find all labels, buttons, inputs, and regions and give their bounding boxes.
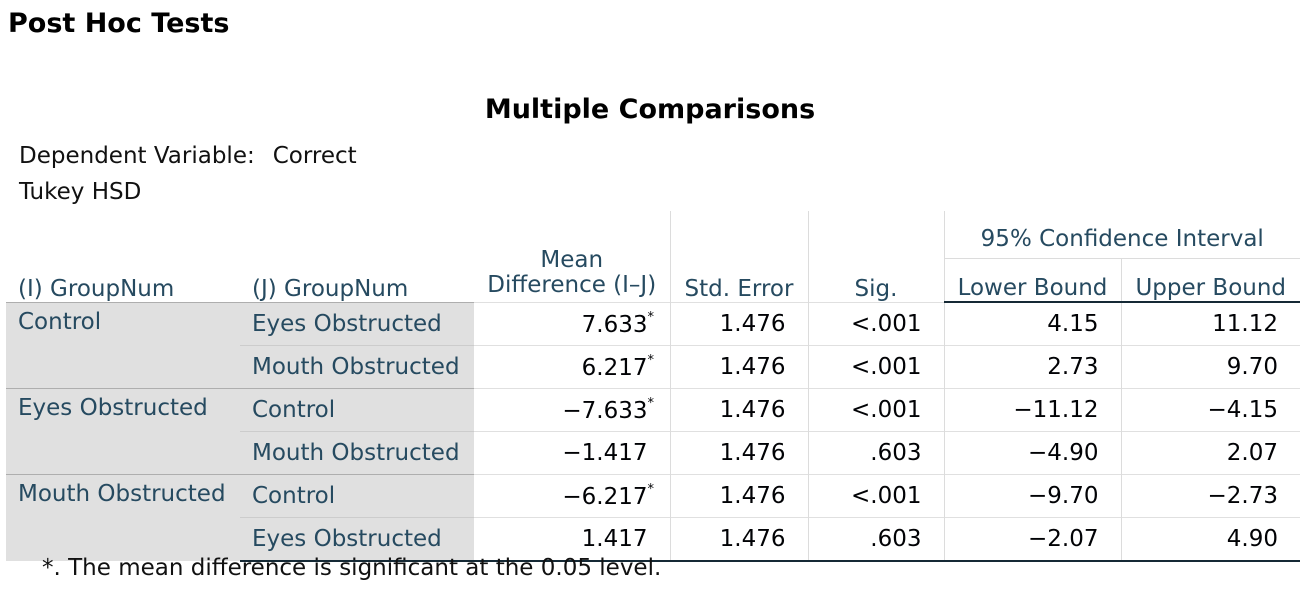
cell-lower-bound: −9.70: [943, 474, 1121, 518]
cell-sig: <.001: [807, 388, 944, 432]
row-j-group-label: Control: [240, 474, 474, 518]
cell-mean-difference: −7.633*: [474, 388, 670, 432]
cell-lower-bound: −2.07: [943, 517, 1121, 562]
row-i-group-label: Control: [6, 301, 240, 389]
cell-std-error: 1.476: [669, 474, 808, 518]
cell-std-error: 1.476: [669, 388, 808, 432]
table-row: Eyes Obstructed 1.417 1.476 .603 −2.07 4…: [6, 517, 1300, 562]
header-confidence-interval: 95% Confidence Interval: [943, 211, 1300, 259]
table-title: Multiple Comparisons: [484, 94, 816, 125]
table-row: Eyes Obstructed Control −7.633* 1.476 <.…: [6, 388, 1300, 475]
cell-std-error: 1.476: [669, 431, 808, 475]
header-lower-bound: Lower Bound: [943, 258, 1121, 303]
cell-sig: <.001: [807, 301, 944, 346]
header-sig: Sig.: [807, 211, 944, 302]
cell-mean-difference: 7.633*: [474, 301, 670, 346]
table-row: Mouth Obstructed 6.217* 1.476 <.001 2.73…: [6, 345, 1300, 389]
row-j-group-label: Mouth Obstructed: [240, 345, 474, 389]
significance-marker: *: [647, 309, 655, 325]
cell-mean-difference: −6.217*: [474, 474, 670, 518]
header-upper-bound: Upper Bound: [1120, 258, 1300, 303]
cell-lower-bound: 4.15: [943, 301, 1121, 346]
cell-sig: .603: [807, 431, 944, 475]
row-j-group-label: Eyes Obstructed: [240, 517, 474, 562]
dependent-variable-line: Dependent Variable: Correct: [19, 141, 357, 171]
header-i-group: (I) GroupNum: [18, 275, 175, 302]
table-footnote: *. The mean difference is significant at…: [42, 555, 662, 581]
header-j-group: (J) GroupNum: [252, 275, 409, 302]
row-i-group-label: Eyes Obstructed: [6, 388, 240, 475]
cell-sig: .603: [807, 517, 944, 562]
row-j-group-label: Eyes Obstructed: [240, 301, 474, 346]
multiple-comparisons-table: (I) GroupNum (J) GroupNum Mean Differenc…: [6, 211, 1300, 562]
row-i-group-label: Mouth Obstructed: [6, 474, 240, 561]
significance-marker: *: [647, 482, 655, 497]
header-mean-difference: Mean Difference (I–J): [487, 246, 657, 298]
cell-mean-difference: 1.417: [474, 517, 670, 562]
cell-std-error: 1.476: [669, 301, 808, 346]
cell-upper-bound: −4.15: [1120, 388, 1300, 432]
significance-marker: *: [647, 396, 655, 411]
cell-std-error: 1.476: [669, 517, 808, 562]
table-row: Mouth Obstructed −1.417 1.476 .603 −4.90…: [6, 431, 1300, 475]
cell-mean-difference: 6.217*: [474, 345, 670, 389]
table-row: Control Eyes Obstructed 7.633* 1.476 <.0…: [6, 301, 1300, 389]
cell-lower-bound: 2.73: [943, 345, 1121, 389]
cell-upper-bound: −2.73: [1120, 474, 1300, 518]
cell-lower-bound: −4.90: [943, 431, 1121, 475]
header-std-error: Std. Error: [669, 211, 808, 302]
cell-lower-bound: −11.12: [943, 388, 1121, 432]
section-title: Post Hoc Tests: [8, 8, 230, 39]
cell-sig: <.001: [807, 345, 944, 389]
cell-upper-bound: 2.07: [1120, 431, 1300, 475]
cell-upper-bound: 9.70: [1120, 345, 1300, 389]
row-j-group-label: Control: [240, 388, 474, 432]
dependent-variable-label: Dependent Variable:: [19, 143, 255, 169]
row-j-group-label: Mouth Obstructed: [240, 431, 474, 475]
cell-mean-difference: −1.417: [474, 431, 670, 475]
cell-sig: <.001: [807, 474, 944, 518]
dependent-variable-value: Correct: [272, 143, 357, 169]
cell-upper-bound: 11.12: [1120, 301, 1300, 346]
method-label: Tukey HSD: [19, 179, 142, 205]
significance-marker: *: [647, 353, 655, 368]
cell-std-error: 1.476: [669, 345, 808, 389]
cell-upper-bound: 4.90: [1120, 517, 1300, 562]
table-row: Mouth Obstructed Control −6.217* 1.476 <…: [6, 474, 1300, 561]
